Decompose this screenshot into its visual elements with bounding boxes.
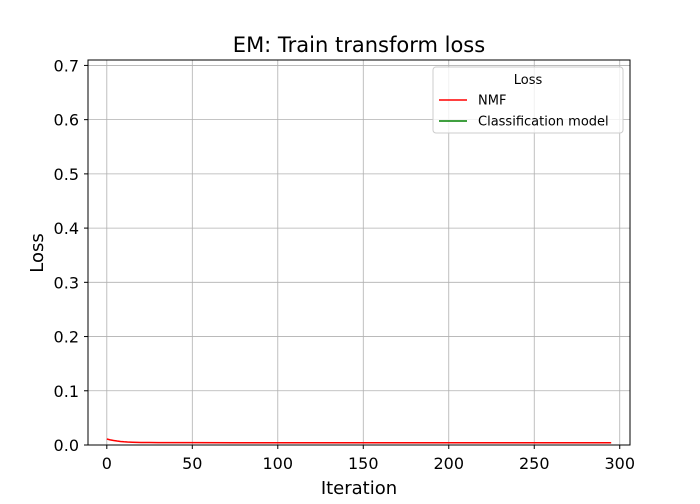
legend-entry-label: NMF <box>478 94 506 109</box>
y-tick-label: 0.4 <box>54 219 79 238</box>
y-tick-label: 0.2 <box>54 328 79 347</box>
y-tick-label: 0.0 <box>54 436 79 455</box>
x-tick-label: 300 <box>604 454 635 473</box>
x-tick-label: 200 <box>433 454 464 473</box>
y-tick-label: 0.6 <box>54 111 79 130</box>
axis-ticks: 0 50 100 150 200 250 300 0.0 0.1 0.2 0.3 0.4 0.5 0.6 0… <box>54 56 635 473</box>
legend-box <box>432 66 624 134</box>
series-line-nmf <box>106 438 612 444</box>
y-tick-label: 0.5 <box>54 165 79 184</box>
series-lines <box>106 438 612 444</box>
legend: Loss NMF Classification model <box>432 66 624 134</box>
y-tick-label: 0.3 <box>54 273 79 292</box>
legend-entry-label: Classification model <box>478 115 609 130</box>
x-tick-label: 50 <box>182 454 202 473</box>
x-tick-label: 0 <box>102 454 112 473</box>
y-tick-label: 0.1 <box>54 382 79 401</box>
y-tick-label: 0.7 <box>54 56 79 75</box>
x-tick-label: 100 <box>263 454 294 473</box>
y-axis-label: Loss <box>27 233 48 272</box>
x-axis-label: Iteration <box>321 478 397 499</box>
plot-area-frame <box>87 59 631 446</box>
x-tick-label: 250 <box>519 454 550 473</box>
legend-title: Loss <box>514 73 543 88</box>
chart-title: EM: Train transform loss <box>233 33 485 57</box>
x-tick-label: 150 <box>348 454 379 473</box>
